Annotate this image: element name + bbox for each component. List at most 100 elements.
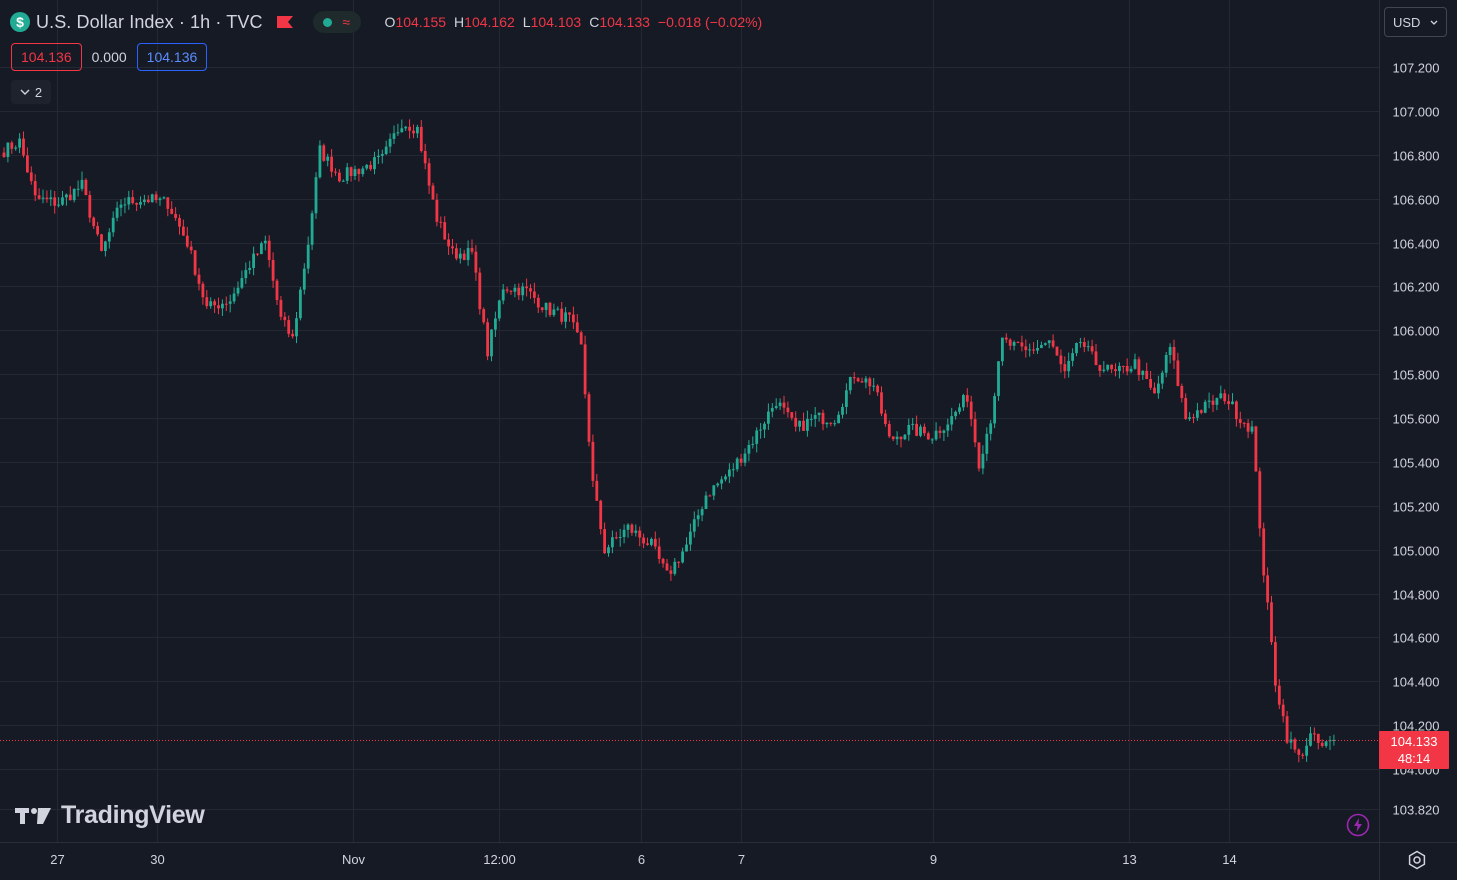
candle-body: [930, 439, 934, 441]
candle-body: [158, 198, 162, 201]
x-tick-label: 6: [638, 852, 645, 867]
candle-body: [408, 126, 411, 131]
candle-body: [462, 253, 466, 261]
candle-body: [720, 479, 723, 484]
candle-body: [1001, 337, 1004, 362]
candle-body: [1242, 422, 1246, 424]
candle-body: [728, 469, 731, 477]
candle-body: [923, 426, 926, 434]
candle-body: [18, 138, 21, 148]
candle-body: [1211, 400, 1215, 405]
high-value: 104.162: [464, 14, 515, 30]
candle-body: [1153, 387, 1156, 394]
candle-body: [2, 152, 6, 157]
candle-body: [1203, 401, 1207, 413]
candle-body: [700, 509, 704, 516]
candle-body: [318, 145, 322, 178]
candle-body: [439, 221, 443, 223]
candle-body: [926, 433, 930, 440]
candle-body: [400, 128, 404, 133]
candle-body: [942, 430, 946, 433]
dollar-icon[interactable]: $: [10, 12, 30, 32]
candle-body: [958, 407, 961, 412]
candle-body: [950, 416, 954, 425]
candle-body: [767, 411, 770, 424]
time-axis[interactable]: 27 30 Nov 12:00 6 7 9 13 14: [50, 852, 1236, 867]
currency-label: USD: [1393, 14, 1421, 30]
candle-body: [1133, 359, 1137, 369]
candle-body: [1207, 400, 1211, 402]
candle-body: [232, 293, 236, 302]
candle-body: [907, 424, 911, 435]
buy-price-button[interactable]: 104.136: [136, 43, 208, 71]
candle-body: [252, 253, 255, 268]
candle-body: [100, 234, 103, 252]
candle-body: [275, 280, 279, 301]
x-tick-label: 14: [1222, 852, 1236, 867]
candle-body: [731, 469, 735, 471]
candle-body: [919, 426, 922, 436]
candle-body: [915, 423, 918, 436]
close-value: 104.133: [599, 14, 650, 30]
candle-body: [314, 177, 318, 214]
settings-icon[interactable]: [1407, 850, 1427, 870]
candle-body: [739, 458, 743, 463]
bar-countdown: 48:14: [1397, 751, 1431, 766]
low-value: 104.103: [530, 14, 582, 30]
candle-body: [228, 301, 232, 304]
indicators-toggle-button[interactable]: 2: [11, 80, 51, 104]
candle-body: [1071, 353, 1074, 361]
candle-body: [856, 378, 860, 382]
flag-icon[interactable]: [276, 16, 293, 28]
sell-price-button[interactable]: 104.136: [11, 43, 82, 71]
candle-body: [965, 395, 969, 402]
candle-body: [68, 194, 72, 201]
candle-body: [650, 538, 653, 545]
currency-selector[interactable]: USD: [1384, 7, 1447, 37]
candle-body: [373, 157, 376, 170]
chevron-down-icon: [20, 89, 30, 95]
candle-body: [548, 302, 552, 316]
candle-body: [587, 394, 591, 442]
candle-body: [127, 197, 131, 205]
change-value: −0.018 (−0.02%): [657, 14, 763, 30]
candle-body: [552, 309, 556, 316]
lightning-icon[interactable]: [1346, 813, 1370, 837]
candle-body: [33, 181, 37, 196]
candle-body: [1313, 733, 1316, 735]
candle-body: [369, 164, 372, 170]
candle-body: [509, 290, 513, 292]
candle-body: [802, 420, 805, 431]
candle-body: [852, 377, 856, 379]
symbol-title[interactable]: U.S. Dollar Index · 1h · TVC: [36, 11, 263, 32]
candle-body: [696, 515, 700, 520]
candle-body: [755, 430, 759, 444]
candle-body: [84, 179, 88, 196]
candle-body: [521, 286, 525, 296]
candle-body: [891, 436, 895, 440]
x-tick-label: 12:00: [483, 852, 516, 867]
tradingview-logo[interactable]: TradingView: [15, 801, 205, 830]
candle-body: [139, 202, 142, 205]
candle-body: [1219, 393, 1223, 399]
market-status[interactable]: ≈: [312, 11, 361, 33]
candle-body: [478, 272, 482, 310]
candle-body: [989, 423, 993, 434]
candle-body: [962, 395, 965, 408]
x-tick-label: 9: [930, 852, 937, 867]
candle-body: [1145, 370, 1149, 379]
price-axis[interactable]: 107.200 107.000 106.800 106.600 106.400 106.2…: [1393, 61, 1440, 818]
candle-body: [1110, 364, 1113, 370]
candle-body: [57, 204, 60, 206]
candle-body: [1293, 739, 1297, 750]
candle-body: [299, 289, 302, 319]
low-label: L: [522, 14, 531, 30]
candle-body: [1309, 733, 1312, 746]
candle-body: [634, 530, 638, 533]
candle-body: [529, 288, 532, 292]
candle-body: [1032, 349, 1035, 351]
candle-body: [1063, 364, 1067, 372]
close-label: C: [589, 14, 600, 30]
candle-body: [1164, 355, 1168, 373]
